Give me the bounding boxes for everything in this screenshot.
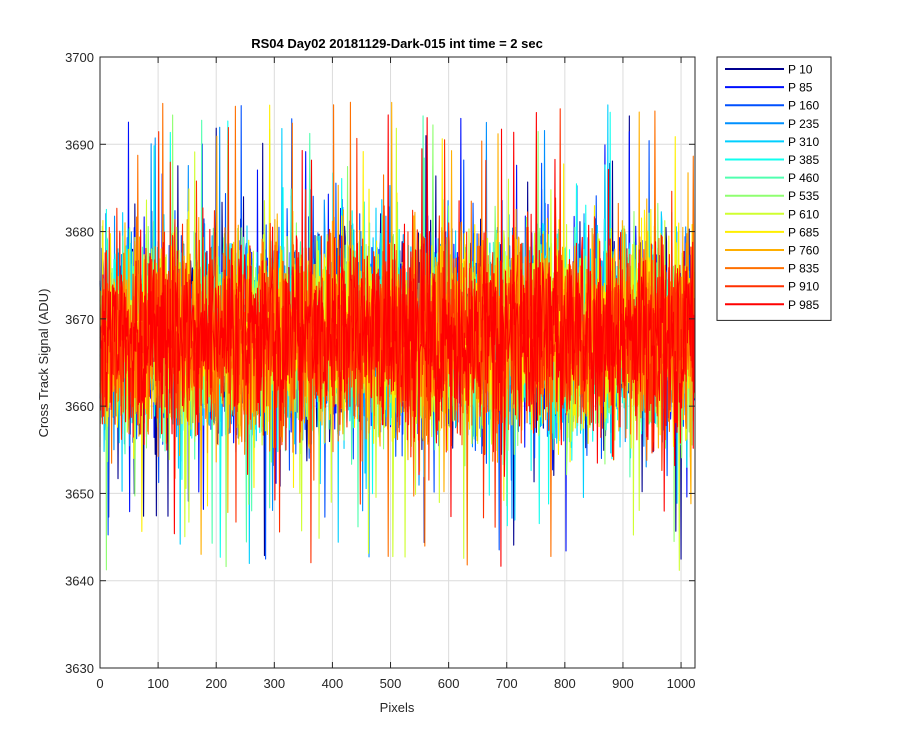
- y-tick-label: 3670: [65, 312, 94, 327]
- x-tick-label: 500: [380, 676, 402, 691]
- x-tick-label: 200: [205, 676, 227, 691]
- y-tick-label: 3650: [65, 486, 94, 501]
- y-tick-label: 3700: [65, 50, 94, 65]
- x-tick-label: 300: [263, 676, 285, 691]
- x-tick-label: 700: [496, 676, 518, 691]
- y-tick-label: 3660: [65, 399, 94, 414]
- y-axis-label: Cross Track Signal (ADU): [36, 289, 51, 438]
- x-axis-label: Pixels: [380, 700, 415, 715]
- x-tick-label: 1000: [667, 676, 696, 691]
- series-layer: [99, 101, 695, 571]
- x-tick-label: 0: [96, 676, 103, 691]
- y-tick-label: 3630: [65, 661, 94, 676]
- legend-label: P 685: [788, 225, 819, 239]
- legend-label: P 460: [788, 171, 819, 185]
- legend-box: [716, 56, 832, 321]
- series-line-p-985: [99, 111, 695, 567]
- legend: P 10 P 85 P 160 P 235 P 310 P 385 P 460 P 535 P …: [716, 56, 832, 321]
- x-tick-label: 100: [147, 676, 169, 691]
- x-tick-label: 600: [438, 676, 460, 691]
- x-tick-label: 400: [322, 676, 344, 691]
- plot-frame: [99, 56, 696, 669]
- legend-label: P 10: [788, 63, 813, 77]
- legend-label: P 235: [788, 117, 819, 131]
- legend-label: P 835: [788, 262, 819, 276]
- legend-label: P 535: [788, 189, 819, 203]
- x-tick-label: 800: [554, 676, 576, 691]
- legend-label: P 985: [788, 298, 819, 312]
- y-tick-label: 3690: [65, 137, 94, 152]
- legend-label: P 85: [788, 81, 813, 95]
- legend-label: P 385: [788, 153, 819, 167]
- chart-title: RS04 Day02 20181129-Dark-015 int time = …: [251, 36, 543, 51]
- legend-label: P 910: [788, 280, 819, 294]
- legend-label: P 160: [788, 99, 819, 113]
- legend-label: P 310: [788, 135, 819, 149]
- tick-layer: 0 100 200 300 400 500 600 700 800 900 1000 3630 3640…: [65, 50, 695, 691]
- y-tick-label: 3640: [65, 574, 94, 589]
- x-tick-label: 900: [612, 676, 634, 691]
- legend-label: P 610: [788, 207, 819, 221]
- y-tick-label: 3680: [65, 225, 94, 240]
- legend-label: P 760: [788, 244, 819, 258]
